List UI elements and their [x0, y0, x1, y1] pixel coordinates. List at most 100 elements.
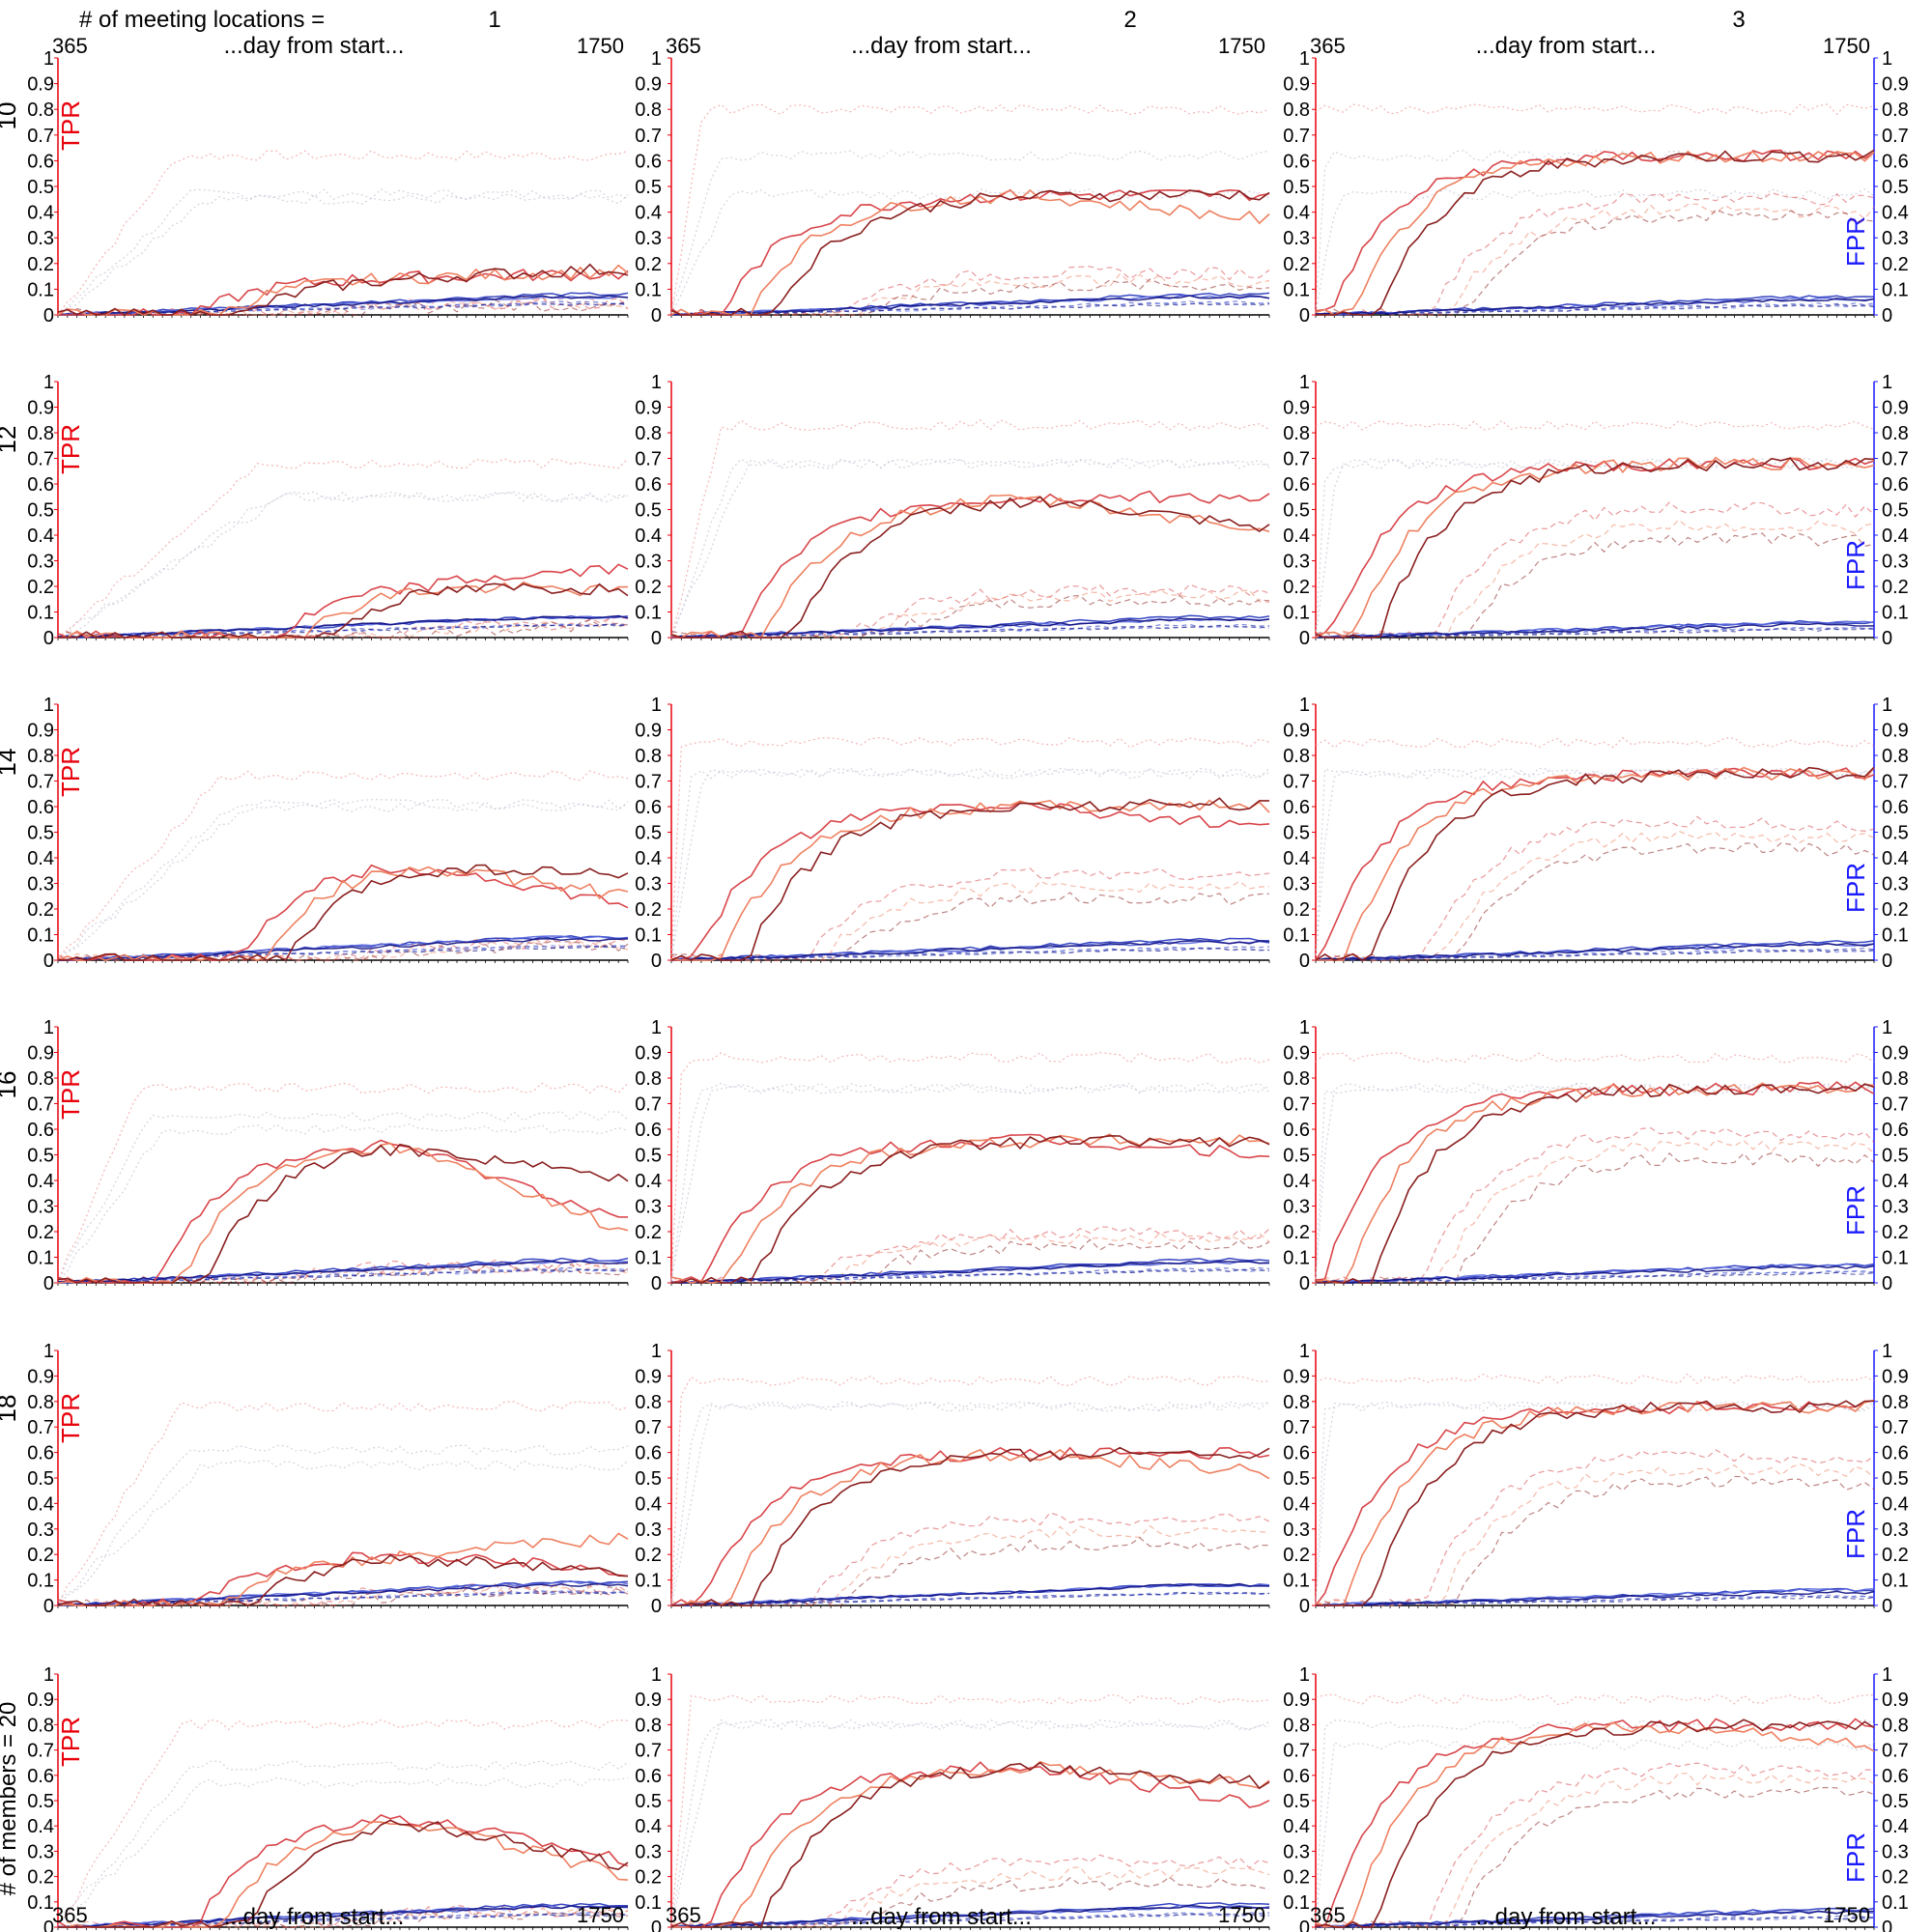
panel-r18-c2-fpr-series-2: [670, 1582, 1270, 1606]
panel-r18-c1-tpr-label: TPR: [56, 1393, 85, 1443]
panel-r14-c1-ytick-label: 0.6: [27, 797, 54, 818]
panel-r12-c3-ytick-label-right: 0.5: [1882, 500, 1909, 522]
panel-r18-c3-ytick-label-left: 0.3: [1283, 1520, 1310, 1541]
panel-r14-c3-fpr-dashed-2: [1315, 949, 1875, 961]
panel-r16-c2-ytick-label: 0.5: [635, 1146, 662, 1167]
panel-r16-c2-ytick-label: 0: [651, 1273, 662, 1294]
panel-r20-c2-ytick-label: 0.4: [635, 1816, 662, 1837]
panel-r20-c2-ytick-label: 0.1: [635, 1892, 662, 1914]
panel-r18-c2-dashed-tpr-0: [671, 1512, 1270, 1606]
panel-r20-c1-tpr-series-2: [58, 1819, 629, 1928]
panel-r18-c3-ytick-label-left: 0.4: [1283, 1493, 1310, 1515]
panel-r10-c1-fpr-dashed-2: [58, 302, 629, 316]
panel-r12-c3-ytick-label-right: 0.6: [1882, 474, 1909, 496]
panel-r14-c2-ytick-label: 1: [651, 695, 662, 716]
panel-r16-c3-fpr-dashed-1: [1315, 1269, 1875, 1284]
panel-r20-c2-ytick-label: 0.5: [635, 1791, 662, 1812]
panel-r16-c1-ytick-label: 0.4: [27, 1171, 54, 1192]
panel-r14-c1-ytick-label: 0.8: [27, 746, 54, 767]
panel-r12-c2-ytick-label: 0.7: [635, 449, 662, 470]
panel-r20-c2-tpr-series-1: [671, 1760, 1270, 1928]
panel-r14-c3-ytick-label-right: 1: [1882, 695, 1892, 716]
panel-r18-c3-ytick-label-left: 0: [1299, 1596, 1310, 1617]
panel-r16-c2-tpr-series-0: [670, 1133, 1270, 1284]
panel-r12-c1-dotted-series-2: [57, 491, 629, 639]
panel-r12-c3-dotted-series-0: [1315, 419, 1875, 431]
panel-r16-c2-ytick-label: 1: [651, 1017, 662, 1038]
panel-r10-c3-ytick-label-left: 0.7: [1283, 126, 1310, 147]
panel-r20-c1-fpr-series-2: [57, 1905, 629, 1928]
panel-r12-c2-ytick-label: 1: [651, 372, 662, 393]
panel-r20-c3-ytick-label-right: 0.6: [1882, 1766, 1909, 1787]
panel-r12-c1-dotted-series-0: [57, 458, 629, 639]
panel-r12-c3-ytick-label-left: 0.7: [1283, 449, 1310, 470]
column-header-1: 1: [488, 7, 500, 33]
panel-r10-c1-tpr-series-0: [58, 269, 629, 316]
panel-r18-c3-dashed-tpr-2: [1315, 1475, 1875, 1606]
panel-r12-c2-ytick-label: 0.9: [635, 398, 662, 419]
panel-r10-c1-ytick-label: 0.5: [27, 177, 54, 198]
panel-r16-c2-dashed-tpr-0: [670, 1226, 1270, 1284]
panel-r12-c2-ytick-label: 0.5: [635, 500, 662, 522]
panel-r16-c3-ytick-label-right: 0.3: [1882, 1197, 1909, 1218]
panel-r12-c3-fpr-series-1: [1315, 620, 1875, 639]
panel-r12-c1-fpr-dashed-0: [57, 623, 629, 639]
panel-r20-c3-tpr-series-0: [1315, 1718, 1875, 1928]
panel-r10-c1-dotted-series-1: [57, 188, 629, 316]
panel-r16-c1-ytick-label: 0.7: [27, 1094, 54, 1116]
panel-r14-c3-ytick-label-left: 0.6: [1283, 797, 1310, 818]
panel-r18-c3-ytick-label-left: 0.9: [1283, 1366, 1310, 1387]
panel-r14-c2-fpr-dashed-2: [670, 948, 1270, 961]
panel-r18-c3-ytick-label-right: 0.7: [1882, 1417, 1909, 1438]
panel-r20-c1-ytick-label: 0.7: [27, 1741, 54, 1762]
panel-r10-c3-ytick-label-left: 0.9: [1283, 74, 1310, 96]
panel-r20-c1-dashed-tpr-2: [58, 1907, 629, 1928]
panel-r10-c2-dotted-series-1: [670, 150, 1270, 311]
panel-r18-c2-tpr-series-2: [671, 1446, 1270, 1606]
panel-r12-c2-dashed-tpr-1: [670, 589, 1270, 639]
panel-r10-c1-ytick-label: 0.9: [27, 74, 54, 96]
panel-r14-c1-tpr-series-0: [57, 864, 629, 961]
panel-r14-c1-tpr-label: TPR: [56, 747, 85, 797]
panel-r16-c3-fpr-series-2: [1315, 1264, 1875, 1284]
panel-r14-c1-ytick-label: 0.5: [27, 823, 54, 844]
panel-r12-c3-ytick-label-right: 0.3: [1882, 552, 1909, 573]
panel-r14-c3-dashed-tpr-1: [1315, 830, 1875, 961]
panel-r12-c3-ytick-label-left: 0.1: [1283, 603, 1310, 624]
panel-r14-c3-tpr-series-2: [1315, 766, 1875, 961]
panel-r12-c3-ytick-label-left: 0.9: [1283, 398, 1310, 419]
panel-r12-c3-ytick-label-right: 0.9: [1882, 398, 1909, 419]
panel-r14-c1-fpr-dashed-2: [57, 946, 629, 961]
panel-r20-c2-ytick-label: 0.2: [635, 1867, 662, 1889]
panel-r18-c3-ytick-label-right: 0.6: [1882, 1443, 1909, 1464]
panel-r20-c2-dotted-series-2: [670, 1719, 1270, 1928]
panel-r20-c3-dotted-series-0: [1315, 1693, 1875, 1706]
panel-r12-c3-fpr-series-2: [1315, 622, 1875, 639]
panel-r16-c2-ytick-label: 0.4: [635, 1171, 662, 1192]
panel-r18-c3-ytick-label-right: 0.5: [1882, 1468, 1909, 1490]
panel-r10-c3-ytick-label-left: 0.2: [1283, 254, 1310, 275]
panel-r14-c3-ytick-label-left: 0: [1299, 951, 1310, 972]
panel-r16-c2-fpr-dashed-1: [671, 1268, 1270, 1284]
panel-r16-c3-ytick-label-left: 0.5: [1283, 1146, 1310, 1167]
panel-r12-c3-dashed-tpr-1: [1315, 519, 1875, 639]
panel-r10-c2-ytick-label: 0.6: [635, 151, 662, 172]
panel-r10-c3-ytick-label-left: 0.1: [1283, 279, 1310, 300]
panel-r18-c3-ytick-label-left: 0.6: [1283, 1443, 1310, 1464]
panel-r12-c2-tpr-series-0: [671, 490, 1270, 639]
panel-r12-c2-fpr-series-1: [670, 618, 1270, 639]
panel-r18-c3-dotted-series-1: [1315, 1401, 1875, 1604]
panel-r10-c3-dotted-series-1: [1315, 150, 1875, 312]
panel-r16-c3-tpr-series-0: [1315, 1081, 1875, 1281]
panel-r16-c3-dashed-tpr-2: [1315, 1152, 1875, 1284]
panel-r10-c1-row-label: 10: [0, 102, 21, 130]
panel-r14-c1-dotted-series-0: [57, 770, 629, 961]
panel-r16-c3-dashed-tpr-1: [1315, 1139, 1875, 1284]
panel-r20-c3-ytick-label-left: 0.2: [1283, 1867, 1310, 1889]
panel-r20-c3-ytick-label-left: 0.1: [1283, 1892, 1310, 1914]
panel-r20-c1-dotted-series-0: [57, 1719, 629, 1925]
panel-r10-c3-ytick-label-right: 0.4: [1882, 203, 1909, 224]
panel-r14-c2-ytick-label: 0.2: [635, 899, 662, 921]
panel-r14-c1-row-label: 14: [0, 749, 21, 777]
panel-r10-c3-fpr-label: FPR: [1841, 216, 1870, 267]
